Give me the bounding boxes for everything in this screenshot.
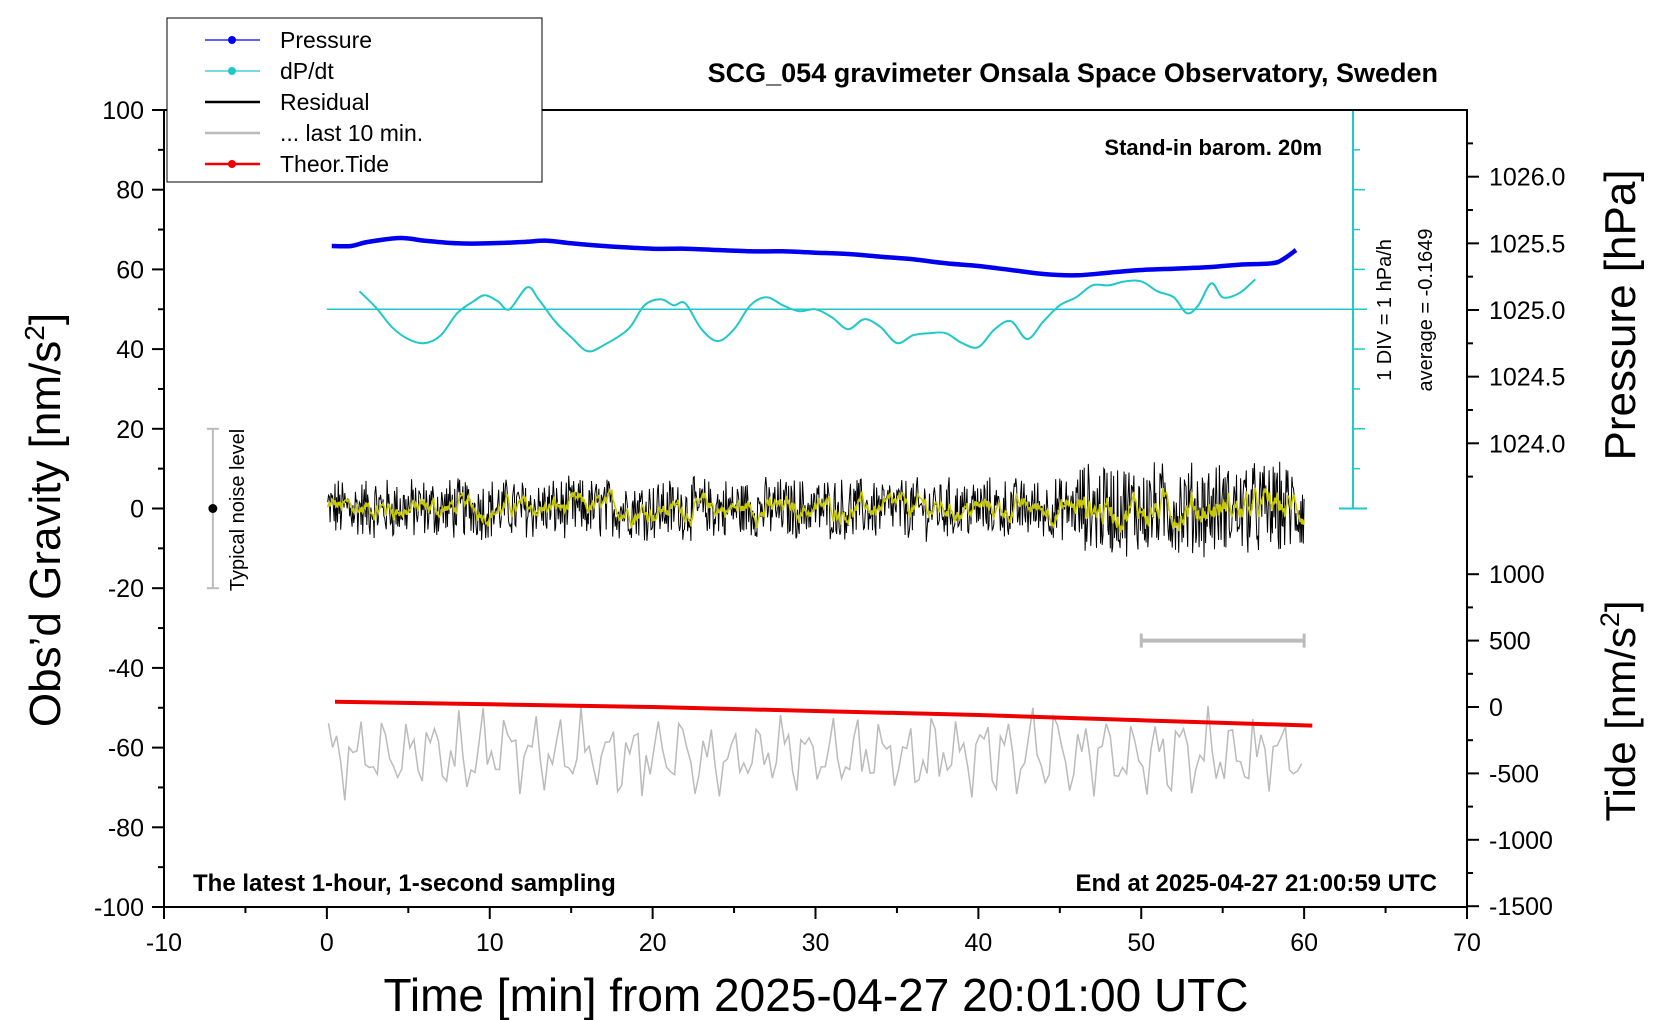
y-tick-label: 40: [116, 336, 144, 364]
x-tick-label: 30: [802, 929, 830, 957]
tide-series-line: [334, 699, 1313, 728]
y-axis-label-left-sup: 2: [19, 325, 50, 341]
y-tick-label: -100: [94, 894, 144, 922]
right-axes-layer: 1026.0 1025.5 1025.0 1024.5 1024.0 1000 500 0 -5…: [1466, 110, 1565, 921]
bottom-right-annotation: End at 2025-04-27 21:00:59 UTC: [1076, 870, 1438, 897]
x-tick-label: 60: [1290, 929, 1318, 957]
noise-bar-center-dot: [208, 504, 218, 513]
legend-marker: [228, 67, 236, 75]
dpdt-series-line: [358, 278, 1256, 353]
legend: Pressure dP/dt Residual ... last 10 min. The…: [166, 17, 543, 183]
pressure-tick-label: 1025.0: [1489, 297, 1565, 325]
tide-axis-label: Tide [nm/s2]: [1595, 600, 1644, 821]
y-tick-label: 60: [116, 256, 144, 284]
x-tick-label: -10: [146, 929, 182, 957]
y-tick-label: -60: [108, 735, 144, 763]
div-scale-annotation: 1 DIV = 1 hPa/h: [1374, 239, 1396, 381]
bottom-left-annotation: The latest 1-hour, 1-second sampling: [193, 870, 616, 897]
y-tick-label: 100: [102, 97, 144, 125]
barometer-annotation: Stand-in barom. 20m: [1104, 135, 1322, 160]
residual-smoothed-line: [326, 487, 1305, 533]
tide-axis-label-end: ]: [1597, 600, 1644, 612]
x-tick-label: 20: [639, 929, 667, 957]
legend-label: Pressure: [280, 27, 372, 53]
y-tick-label: -20: [108, 575, 144, 603]
series-layer: [206, 109, 1367, 801]
y-tick-label: -40: [108, 655, 144, 683]
tide-tick-label: 1000: [1489, 561, 1545, 589]
x-tick-label: 50: [1127, 929, 1155, 957]
legend-box: [166, 17, 543, 183]
tide-tick-label: -500: [1489, 760, 1539, 788]
x-tick-label: 10: [476, 929, 504, 957]
last-10-min-series-line: [327, 706, 1303, 801]
tide-tick-label: 0: [1489, 694, 1503, 722]
pressure-series-line: [331, 235, 1298, 278]
x-axis-label: Time [min] from 2025-04-27 20:01:00 UTC: [384, 969, 1249, 1020]
pressure-tick-label: 1025.5: [1489, 230, 1565, 258]
y-tick-label: 80: [116, 177, 144, 205]
y-axis-label-left-main: Obs’d Gravity [nm/s: [21, 341, 70, 727]
y-tick-label: -80: [108, 814, 144, 842]
chart-title: SCG_054 gravimeter Onsala Space Observat…: [708, 58, 1438, 88]
legend-items: Pressure dP/dt Residual ... last 10 min. The…: [205, 27, 423, 177]
tide-tick-label: -1000: [1489, 827, 1553, 855]
legend-label: Residual: [280, 89, 370, 115]
pressure-tick-label: 1024.5: [1489, 364, 1565, 392]
x-tick-label: 0: [320, 929, 334, 957]
y-tick-label: 20: [116, 416, 144, 444]
y-axis-label-left: Obs’d Gravity [nm/s2]: [19, 313, 70, 727]
pressure-tick-label: 1026.0: [1489, 164, 1565, 192]
tide-axis-label-sup: 2: [1595, 612, 1625, 627]
legend-label: dP/dt: [280, 58, 334, 84]
pressure-tick-label: 1024.0: [1489, 430, 1565, 458]
tide-tick-label: 500: [1489, 628, 1531, 656]
average-annotation: average = -0.1649: [1415, 229, 1437, 392]
noise-level-annotation: Typical noise level: [227, 429, 249, 591]
pressure-axis-label: Pressure [hPa]: [1596, 169, 1645, 460]
x-tick-label: 40: [964, 929, 992, 957]
legend-label: ... last 10 min.: [280, 120, 423, 146]
y-axis-label-left-end: ]: [21, 313, 70, 325]
y-tick-label: 0: [130, 496, 144, 524]
residual-series-line: [327, 461, 1305, 558]
legend-label: Theor.Tide: [280, 151, 389, 177]
axes-layer: -10 0 10 20 30 40 50 60 70100806040200-20-40-60-…: [94, 97, 1481, 957]
tide-axis-label-main: Tide [nm/s: [1597, 627, 1644, 822]
tide-tick-label: -1500: [1489, 893, 1553, 921]
legend-marker: [228, 36, 236, 44]
legend-marker: [228, 160, 236, 168]
x-tick-label: 70: [1453, 929, 1481, 957]
